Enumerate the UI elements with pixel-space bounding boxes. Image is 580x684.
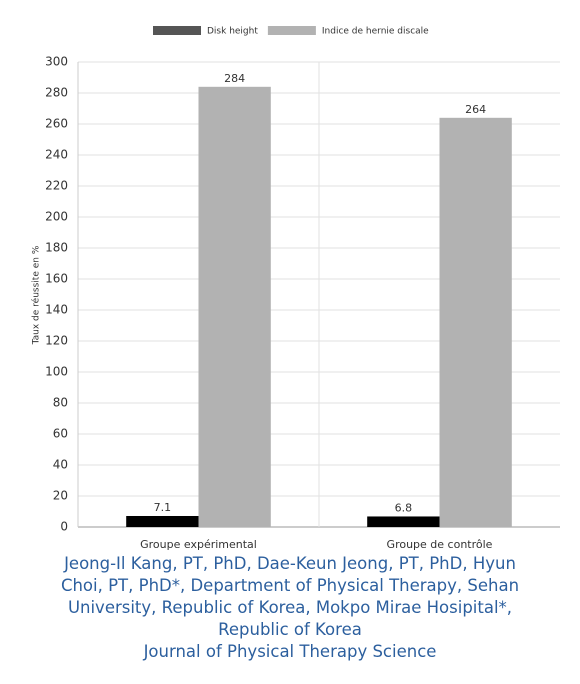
bar	[198, 86, 271, 528]
y-tick-label: 100	[45, 365, 68, 379]
bar	[126, 515, 199, 527]
caption-line: University, Republic of Korea, Mokpo Mir…	[67, 598, 513, 617]
y-tick-label: 40	[53, 458, 68, 472]
caption-line: Republic of Korea	[218, 620, 362, 639]
y-axis-label: Taux de réussite en %	[31, 245, 42, 345]
y-tick-label: 80	[53, 396, 68, 410]
bar	[367, 516, 440, 527]
y-tick-label: 60	[53, 427, 68, 441]
legend-label: Disk height	[207, 27, 258, 37]
bar	[439, 117, 512, 528]
y-tick-label: 300	[45, 55, 68, 69]
x-tick-label: Groupe de contrôle	[387, 538, 493, 551]
value-label: 284	[224, 72, 245, 85]
value-label: 7.1	[154, 501, 172, 514]
legend-label: Indice de hernie discale	[322, 27, 429, 37]
y-tick-label: 240	[45, 148, 68, 162]
y-tick-label: 120	[45, 334, 68, 348]
y-tick-label: 20	[53, 489, 68, 503]
y-tick-label: 280	[45, 86, 68, 100]
y-tick-label: 220	[45, 179, 68, 193]
legend-swatch	[267, 26, 316, 35]
y-tick-label: 180	[45, 241, 68, 255]
caption-line: Choi, PT, PhD*, Department of Physical T…	[60, 576, 520, 595]
value-label: 264	[465, 103, 486, 116]
legend-swatch	[153, 26, 201, 35]
y-tick-label: 0	[60, 520, 68, 534]
y-tick-label: 160	[45, 272, 68, 286]
value-label: 6.8	[395, 501, 413, 514]
x-tick-label: Groupe expérimental	[140, 538, 257, 551]
caption: Jeong-Il Kang, PT, PhD, Dae-Keun Jeong, …	[0, 553, 580, 663]
y-tick-label: 140	[45, 303, 68, 317]
caption-line: Jeong-Il Kang, PT, PhD, Dae-Keun Jeong, …	[64, 554, 516, 573]
y-tick-label: 260	[45, 117, 68, 131]
chart: Taux de réussite en % 0 20 40 60 80 100 120 140…	[31, 26, 560, 551]
caption-line: Journal of Physical Therapy Science	[143, 642, 437, 661]
y-tick-label: 200	[45, 210, 68, 224]
